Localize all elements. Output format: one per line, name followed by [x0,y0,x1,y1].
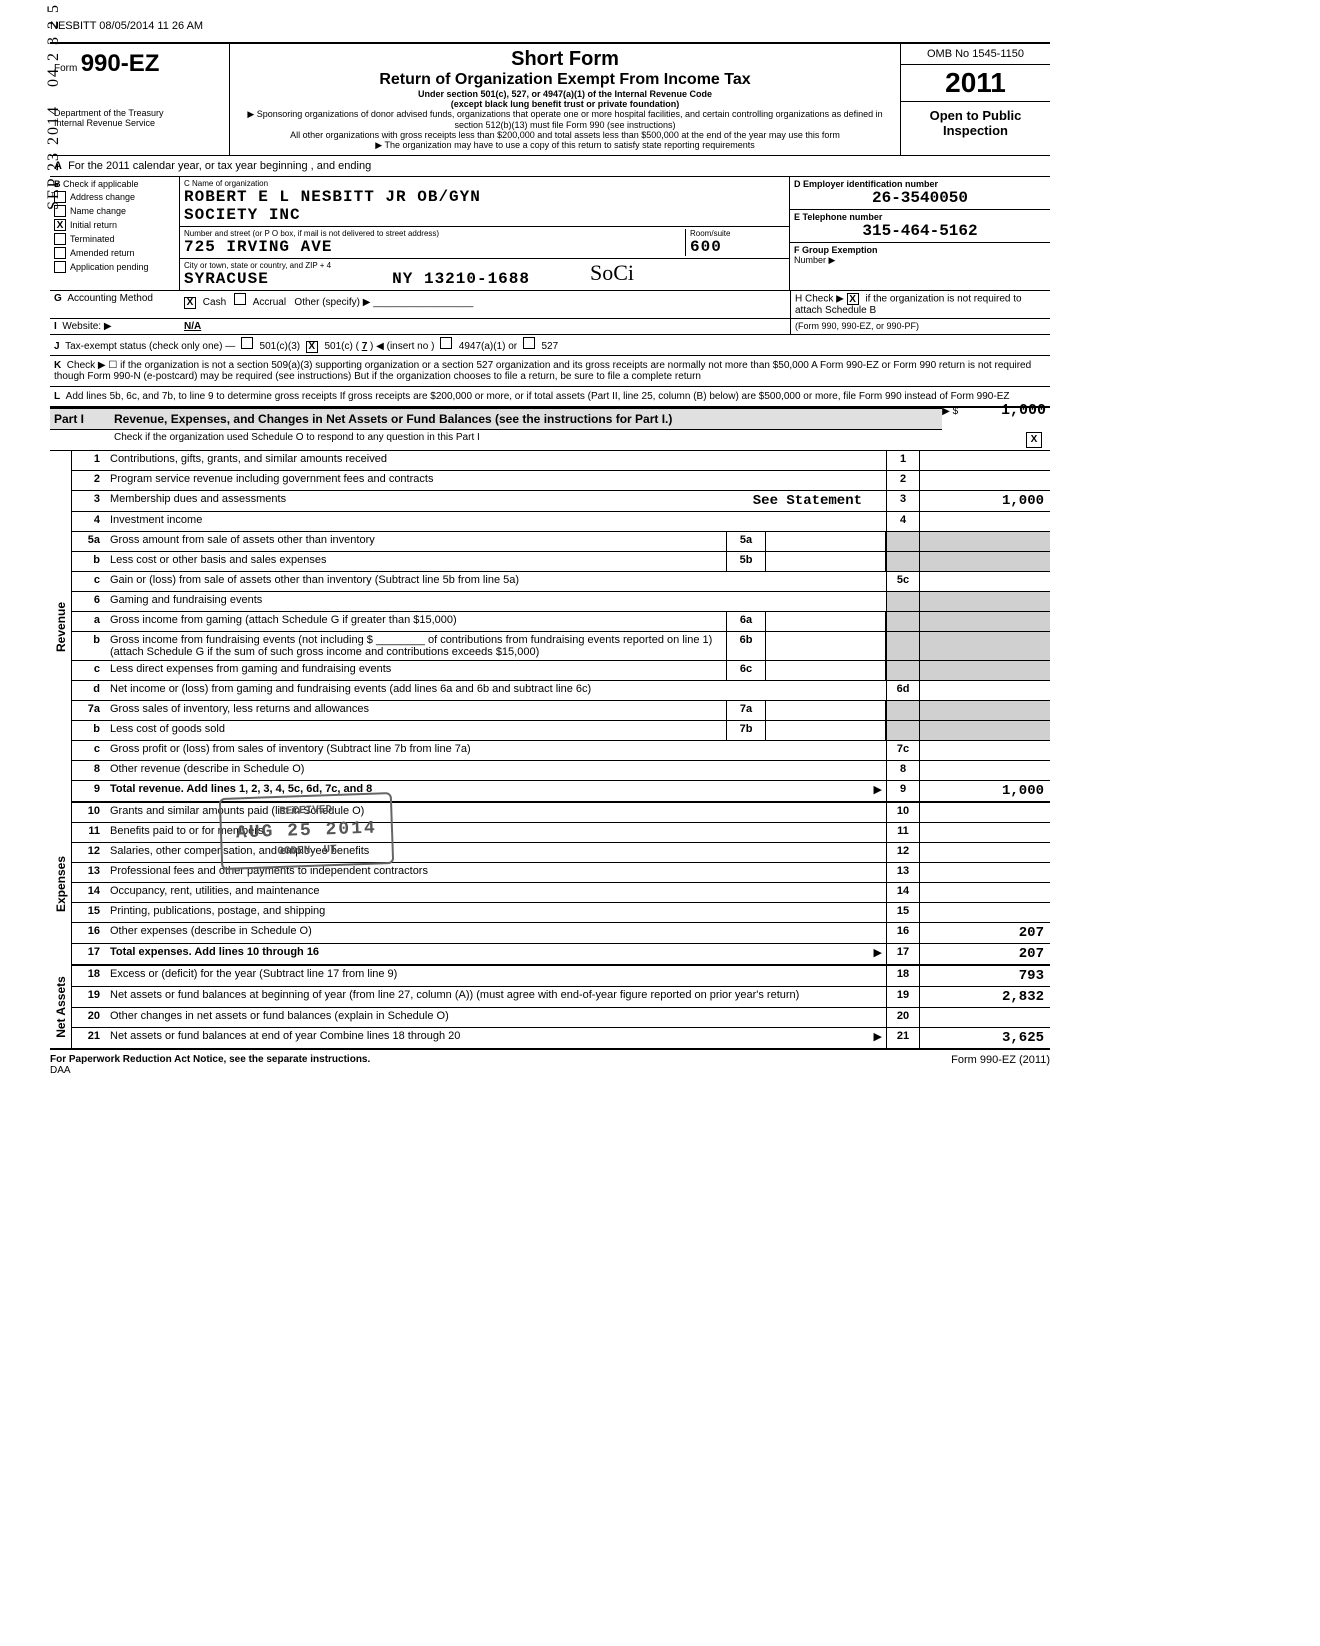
chk-501c3[interactable] [241,337,253,349]
schedule-o-check: Check if the organization used Schedule … [50,430,1050,451]
tax-year: 2011 [901,65,1050,102]
group-exempt-label: F Group Exemption [794,245,1046,255]
statezip-value: NY 13210-1688 [392,270,530,288]
ein-value: 26-3540050 [794,189,1046,207]
part-1-title: Revenue, Expenses, and Changes in Net As… [114,412,938,426]
chk-527[interactable] [523,337,535,349]
total-revenue: 1,000 [920,781,1050,801]
chk-amended[interactable]: Amended return [54,247,175,259]
revenue-side-label: Revenue [54,601,68,651]
line-21-value: 3,625 [920,1028,1050,1048]
part-1-tag: Part I [54,412,114,426]
title-note1: ▶ Sponsoring organizations of donor advi… [238,109,892,130]
row-j: J Tax-exempt status (check only one) — 5… [50,335,1050,356]
revenue-group: Revenue 1Contributions, gifts, grants, a… [50,451,1050,803]
chk-address-change[interactable]: Address change [54,191,175,203]
footer-daa: DAA [50,1065,71,1076]
org-name-2: SOCIETY INC [184,206,785,224]
street-label: Number and street (or P O box, if mail i… [184,229,685,238]
title-block: Form 990-EZ Department of the Treasury I… [50,42,1050,156]
section-b: B Check if applicable Address change Nam… [50,177,180,290]
gross-receipts: 1,000 [1001,402,1046,419]
margin-handwriting: SEP 23 2014 04 2 3 2 5 8 2 6 2 30640 Sta… [45,0,63,210]
right-boxes: OMB No 1545-1150 2011 Open to Public Ins… [900,44,1050,155]
footer-paperwork: For Paperwork Reduction Act Notice, see … [50,1054,370,1065]
section-def: D Employer identification number 26-3540… [790,177,1050,290]
section-c: C Name of organization ROBERT E L NESBIT… [180,177,790,290]
chk-pending[interactable]: Application pending [54,261,175,273]
form-page: SEP 23 2014 04 2 3 2 5 8 2 6 2 30640 Sta… [50,20,1050,1076]
open-public: Open to Public Inspection [901,102,1050,144]
title-sub2: (except black lung benefit trust or priv… [238,99,892,109]
omb-number: OMB No 1545-1150 [901,44,1050,65]
line-16-value: 207 [920,923,1050,943]
row-g: G Accounting Method X Cash Accrual Other… [50,291,1050,319]
total-expenses: 207 [920,944,1050,964]
street-value: 725 IRVING AVE [184,238,685,256]
room-label: Room/suite [690,229,785,238]
row-l: L Add lines 5b, 6c, and 7b, to line 9 to… [50,387,1050,408]
title-note3: ▶ The organization may have to use a cop… [238,140,892,151]
chk-name-change[interactable]: Name change [54,205,175,217]
city-label: City or town, state or country, and ZIP … [184,261,785,270]
title-center: Short Form Return of Organization Exempt… [230,44,900,155]
chk-4947[interactable] [440,337,452,349]
group-exempt-sub: Number ▶ [794,255,1046,266]
org-name-1: ROBERT E L NESBITT JR OB/GYN [184,188,785,206]
print-timestamp: NESBITT 08/05/2014 11 26 AM [50,20,1050,32]
phone-label: E Telephone number [794,212,1046,222]
part-1-header: Part I Revenue, Expenses, and Changes in… [50,408,942,430]
chk-cash[interactable]: X [184,297,196,309]
line-19-value: 2,832 [920,987,1050,1007]
title-sub1: Under section 501(c), 527, or 4947(a)(1)… [238,89,892,99]
chk-schedule-b[interactable]: X [847,293,859,305]
line-3-value: 1,000 [920,491,1050,511]
line-2-value [920,471,1050,490]
form-box: Form 990-EZ Department of the Treasury I… [50,44,230,155]
short-form: Short Form [238,48,892,71]
room-value: 600 [690,238,785,256]
chk-schedule-o[interactable]: X [1026,432,1042,448]
line-1-value [920,451,1050,470]
section-a: A For the 2011 calendar year, or tax yea… [50,156,1050,177]
net-assets-side-label: Net Assets [54,976,68,1038]
ein-label: D Employer identification number [794,179,1046,189]
chk-501c[interactable]: X [306,341,318,353]
line-4-value [920,512,1050,531]
row-k: K Check ▶ ☐ if the organization is not a… [50,356,1050,387]
footer-form-id: Form 990-EZ (2011) [951,1054,1050,1076]
dept-treasury: Department of the Treasury Internal Reve… [54,108,225,128]
chk-terminated[interactable]: Terminated [54,233,175,245]
net-assets-group: Net Assets 18Excess or (deficit) for the… [50,966,1050,1050]
org-name-label: C Name of organization [184,179,785,188]
expenses-side-label: Expenses [54,856,68,912]
line-18-value: 793 [920,966,1050,986]
chk-initial-return[interactable]: XInitial return [54,219,175,231]
header-grid: B Check if applicable Address change Nam… [50,177,1050,291]
page-footer: For Paperwork Reduction Act Notice, see … [50,1050,1050,1076]
expenses-group: Expenses 10Grants and similar amounts pa… [50,803,1050,966]
handwritten-soci: SoCi [590,260,634,286]
row-i: I Website: ▶ N/A (Form 990, 990-EZ, or 9… [50,319,1050,335]
phone-value: 315-464-5162 [794,222,1046,240]
form-number: 990-EZ [81,50,160,77]
see-statement: See Statement [753,493,862,509]
return-title: Return of Organization Exempt From Incom… [238,71,892,89]
city-value: SYRACUSE [184,270,269,288]
chk-accrual[interactable] [234,293,246,305]
title-note2: All other organizations with gross recei… [238,130,892,140]
